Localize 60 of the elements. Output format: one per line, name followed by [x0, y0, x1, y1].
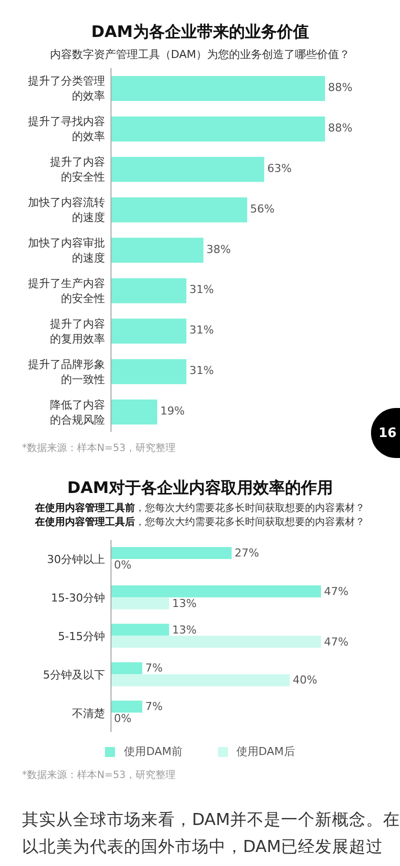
bar [111, 359, 186, 384]
text: *数据来源：样本N=53，研究整理 [22, 768, 176, 782]
bar [111, 662, 142, 674]
y-tick-label: 提升了内容的复用效率 [50, 316, 105, 345]
y-tick-label: 提升了寻找内容的效率 [28, 114, 105, 143]
bar [111, 547, 232, 559]
y-tick-label: 提升了分类管理的效率 [28, 74, 105, 102]
bar [111, 585, 321, 598]
text: *数据来源：样本N=53，研究整理 [22, 442, 176, 455]
chart-subtitle: 在使用内容管理工具前，您每次大约需要花多长时间获取想要的内容素材？在使用内容管理工具后，您每次大约需要花多长时间获取想要的内容素材？ [35, 503, 365, 528]
data-label: 88% [328, 81, 352, 94]
data-label: 27% [234, 546, 260, 560]
chart-title: DAM对于各企业内容取用效率的作用 [66, 477, 334, 499]
y-tick-label: 5-15分钟 [58, 630, 105, 642]
data-label: 88% [328, 121, 352, 134]
y-tick-label: 30分钟以上 [47, 552, 105, 566]
bar [111, 700, 142, 713]
y-tick-label: 加快了内容流转的速度 [28, 196, 105, 224]
data-label: 19% [160, 404, 185, 418]
text: 其实从全球市场来看，DAM并不是一个新概念。在以北美为代表的国外市场中，DAM已经发展超过 [22, 809, 400, 858]
data-label: 0% [114, 712, 132, 726]
bar [111, 116, 325, 142]
bar [111, 674, 290, 686]
bar [111, 238, 204, 263]
data-label: 13% [172, 596, 197, 610]
data-label: 13% [172, 623, 197, 636]
y-tick-label: 15-30分钟 [51, 591, 105, 604]
bar [111, 400, 158, 425]
y-tick-label: 不清楚 [72, 706, 105, 720]
data-label: 7% [145, 700, 163, 714]
bar [111, 278, 186, 304]
bar [111, 597, 170, 610]
bar [111, 318, 186, 344]
data-label: 31% [189, 324, 214, 337]
y-tick-label: 提升了生产内容的安全性 [28, 276, 105, 304]
y-tick-label: 提升了品牌形象的一致性 [28, 357, 105, 386]
bar [111, 156, 264, 182]
data-label: 31% [189, 283, 214, 296]
bar [111, 624, 170, 636]
data-label: 47% [324, 635, 348, 648]
page-number-badge: 16 [371, 408, 400, 458]
chart-title: DAM为各企业带来的业务价值 [90, 21, 310, 43]
data-label: 56% [250, 202, 275, 216]
data-label: 47% [324, 584, 348, 598]
y-tick-label: 降低了内容的合规风险 [50, 398, 105, 426]
y-tick-label: 加快了内容审批的速度 [28, 236, 105, 264]
data-label: 40% [292, 674, 318, 687]
y-tick-label: 提升了内容的安全性 [50, 155, 105, 184]
data-label: 7% [145, 662, 163, 675]
y-tick-label: 5分钟及以下 [43, 668, 105, 681]
data-label: 63% [267, 162, 292, 175]
data-label: 31% [189, 364, 214, 378]
legend-label: 使用DAM前 [124, 745, 182, 759]
bar [111, 197, 248, 222]
chart-subtitle: 内容数字资产管理工具（DAM）为您的业务创造了哪些价值？ [50, 47, 350, 63]
data-label: 0% [114, 558, 132, 572]
legend-label: 使用DAM后 [236, 745, 295, 759]
bar [111, 76, 325, 101]
data-label: 38% [206, 242, 231, 256]
bar [111, 636, 321, 648]
